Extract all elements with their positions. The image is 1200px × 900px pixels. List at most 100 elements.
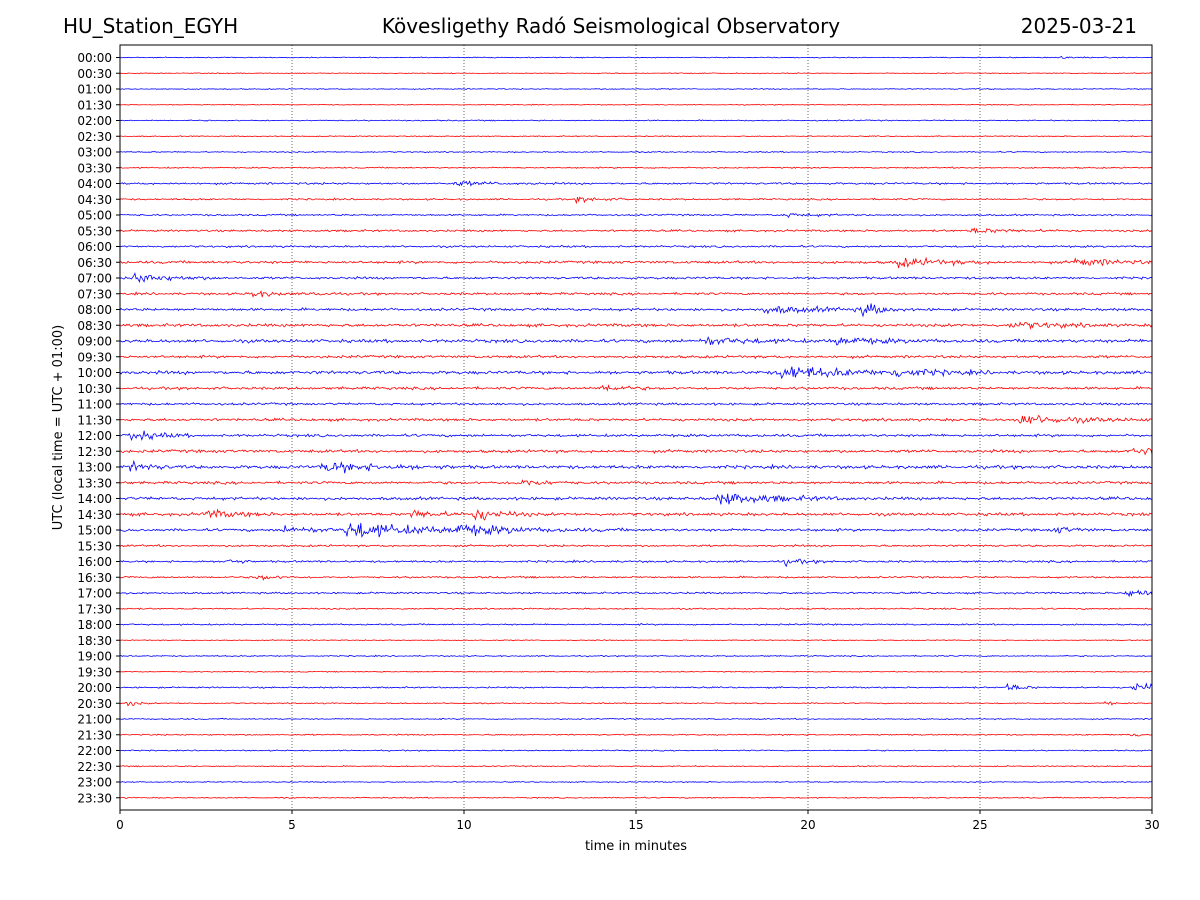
trace-1430 <box>119 508 1153 521</box>
y-tick-label: 21:00 <box>77 713 112 727</box>
trace-0200 <box>119 119 1153 122</box>
vertical-grid <box>291 45 981 810</box>
trace-0500 <box>119 212 1153 219</box>
y-tick-label: 04:30 <box>77 193 112 207</box>
trace-1830 <box>119 639 1153 642</box>
y-tick-label: 15:30 <box>77 539 112 553</box>
trace-0700 <box>119 272 1153 284</box>
trace-1630 <box>119 575 1153 581</box>
y-tick-label: 09:30 <box>77 350 112 364</box>
trace-2130 <box>119 733 1153 737</box>
y-tick-label: 23:00 <box>77 776 112 790</box>
x-axis-ticks: 0 5 10 15 20 25 30 <box>116 810 1160 832</box>
trace-1200 <box>119 430 1153 442</box>
y-tick-label: 22:30 <box>77 760 112 774</box>
observatory-title: Kövesligethy Radó Seismological Observat… <box>381 14 841 38</box>
trace-1400 <box>119 493 1153 505</box>
trace-0900 <box>119 336 1153 346</box>
y-tick-label: 01:00 <box>77 83 112 97</box>
y-tick-label: 08:00 <box>77 303 112 317</box>
trace-1000 <box>119 366 1153 380</box>
trace-1530 <box>119 543 1153 548</box>
y-tick-label: 07:00 <box>77 272 112 286</box>
y-tick-label: 08:30 <box>77 319 112 333</box>
y-tick-label: 19:00 <box>77 650 112 664</box>
trace-1700 <box>120 589 1153 598</box>
trace-1600 <box>119 558 1153 568</box>
y-tick-label: 12:30 <box>77 445 112 459</box>
trace-1130 <box>119 414 1153 425</box>
trace-0330 <box>119 166 1153 170</box>
y-tick-label: 09:00 <box>77 335 112 349</box>
trace-2230 <box>119 765 1153 768</box>
y-tick-label: 20:00 <box>77 681 112 695</box>
record-date: 2025-03-21 <box>1020 14 1137 38</box>
trace-1800 <box>119 623 1153 626</box>
y-tick-label: 11:30 <box>77 413 112 427</box>
y-tick-label: 06:00 <box>77 240 112 254</box>
y-tick-label: 23:30 <box>77 791 112 805</box>
station-name: HU_Station_EGYH <box>63 14 239 38</box>
x-tick-label: 15 <box>628 818 643 832</box>
x-tick-label: 10 <box>456 818 471 832</box>
y-tick-label: 01:30 <box>77 98 112 112</box>
trace-2100 <box>119 717 1153 721</box>
y-tick-label: 00:30 <box>77 67 112 81</box>
trace-1500 <box>119 522 1152 538</box>
y-tick-label: 21:30 <box>77 728 112 742</box>
trace-1900 <box>119 654 1153 658</box>
y-tick-label: 03:00 <box>77 146 112 160</box>
y-tick-label: 02:30 <box>77 130 112 144</box>
trace-0630 <box>119 256 1153 269</box>
trace-1730 <box>119 607 1153 611</box>
y-tick-label: 19:30 <box>77 665 112 679</box>
trace-1300 <box>119 459 1153 474</box>
y-tick-label: 06:30 <box>77 256 112 270</box>
y-tick-label: 07:30 <box>77 287 112 301</box>
trace-0130 <box>119 103 1153 106</box>
x-tick-label: 25 <box>972 818 987 832</box>
y-tick-label: 03:30 <box>77 161 112 175</box>
trace-1230 <box>119 447 1153 456</box>
trace-0000 <box>119 55 1153 59</box>
trace-1330 <box>119 479 1153 486</box>
y-axis-label: UTC (local time = UTC + 01:00) <box>51 325 66 530</box>
y-tick-label: 14:00 <box>77 492 112 506</box>
y-tick-label: 02:00 <box>77 114 112 128</box>
trace-1030 <box>119 384 1153 392</box>
trace-group <box>119 55 1153 799</box>
trace-0100 <box>119 87 1153 91</box>
trace-2000 <box>119 682 1153 691</box>
y-tick-label: 16:00 <box>77 555 112 569</box>
y-tick-label: 13:30 <box>77 476 112 490</box>
y-tick-label: 16:30 <box>77 571 112 585</box>
y-tick-label: 13:00 <box>77 461 112 475</box>
y-tick-label: 04:00 <box>77 177 112 191</box>
x-tick-label: 20 <box>800 818 815 832</box>
trace-1100 <box>119 401 1153 406</box>
y-tick-label: 15:00 <box>77 524 112 538</box>
x-axis-label: time in minutes <box>585 839 687 854</box>
y-tick-label: 17:00 <box>77 587 112 601</box>
y-tick-label: 17:30 <box>77 602 112 616</box>
trace-0830 <box>119 321 1153 331</box>
trace-2330 <box>119 796 1153 799</box>
trace-0800 <box>119 303 1153 318</box>
trace-0400 <box>119 180 1153 187</box>
trace-2300 <box>119 780 1153 784</box>
y-tick-label: 20:30 <box>77 697 112 711</box>
trace-0930 <box>119 354 1153 360</box>
y-tick-label: 18:30 <box>77 634 112 648</box>
trace-0730 <box>119 290 1153 298</box>
trace-0300 <box>119 150 1153 154</box>
y-tick-label: 00:00 <box>77 51 112 65</box>
trace-0230 <box>119 135 1153 138</box>
y-tick-label: 10:00 <box>77 366 112 380</box>
trace-0600 <box>119 244 1153 249</box>
x-tick-label: 5 <box>288 818 296 832</box>
trace-0430 <box>119 196 1153 205</box>
trace-0530 <box>119 227 1153 234</box>
